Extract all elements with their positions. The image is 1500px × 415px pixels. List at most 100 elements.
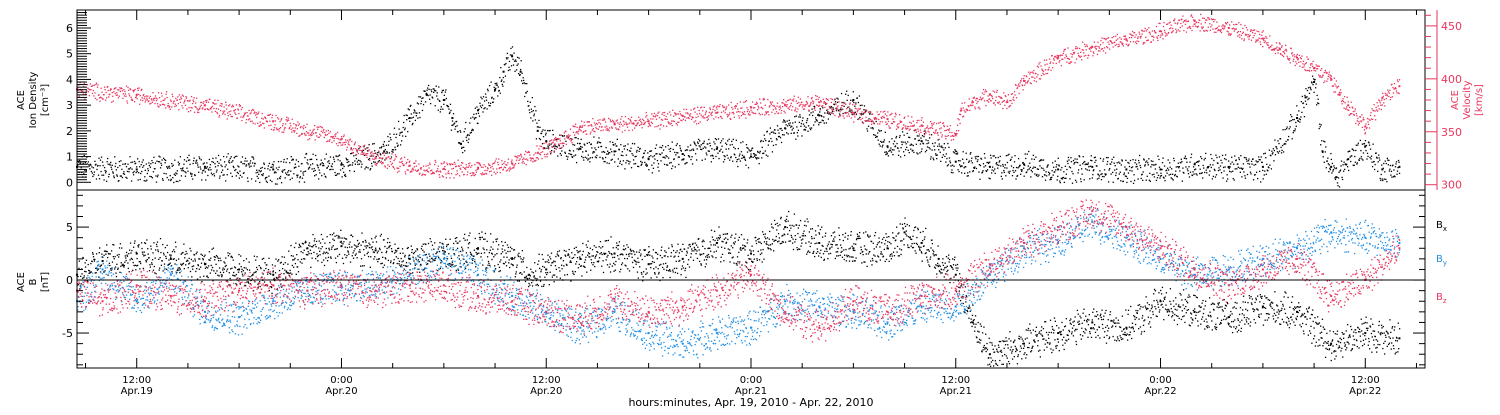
ion-density-point bbox=[1299, 118, 1302, 121]
ion-density-point bbox=[226, 156, 228, 158]
ion-density-point bbox=[926, 142, 928, 145]
ion-density-point bbox=[613, 150, 616, 153]
ion-density-point bbox=[1156, 177, 1159, 179]
ion-density-point bbox=[478, 108, 480, 110]
ion-density-point bbox=[630, 167, 633, 169]
velocity-point bbox=[475, 169, 477, 171]
velocity-point bbox=[720, 116, 722, 118]
velocity-point bbox=[1197, 21, 1200, 24]
velocity-point bbox=[605, 125, 608, 127]
velocity-point bbox=[907, 115, 909, 117]
ion-density-point bbox=[1199, 168, 1201, 170]
velocity-point bbox=[258, 111, 260, 113]
ion-density-point bbox=[1027, 169, 1029, 171]
ion-density-point bbox=[308, 166, 311, 168]
ion-density-point bbox=[645, 164, 647, 166]
velocity-point bbox=[1129, 41, 1132, 43]
velocity-point bbox=[993, 102, 995, 104]
velocity-point bbox=[274, 120, 277, 122]
velocity-point bbox=[641, 127, 643, 129]
ion-density-point bbox=[1125, 159, 1127, 162]
velocity-point bbox=[925, 132, 927, 134]
ion-density-point bbox=[182, 167, 184, 169]
velocity-point bbox=[894, 116, 896, 118]
velocity-point bbox=[540, 152, 542, 154]
velocity-point bbox=[1182, 21, 1185, 23]
ion-density-point bbox=[642, 157, 644, 159]
velocity-point bbox=[715, 111, 718, 114]
ion-density-point bbox=[1313, 91, 1315, 94]
velocity-point bbox=[743, 101, 745, 104]
ion-density-point bbox=[149, 166, 152, 168]
velocity-point bbox=[279, 126, 282, 129]
ion-density-point bbox=[756, 157, 758, 159]
ion-density-point bbox=[747, 167, 750, 169]
velocity-point bbox=[220, 105, 223, 107]
ion-density-point bbox=[194, 174, 196, 177]
ion-density-point bbox=[142, 159, 144, 161]
ion-density-point bbox=[1013, 161, 1016, 163]
ion-density-point bbox=[90, 164, 92, 166]
ion-density-point bbox=[491, 97, 493, 99]
ion-density-point bbox=[1397, 166, 1399, 169]
velocity-point bbox=[364, 148, 366, 150]
velocity-point bbox=[256, 113, 258, 115]
velocity-point bbox=[150, 102, 152, 104]
velocity-point bbox=[1058, 61, 1060, 63]
velocity-point bbox=[1030, 82, 1032, 85]
ion-density-point bbox=[176, 170, 178, 172]
ion-density-point bbox=[542, 129, 544, 131]
velocity-point bbox=[482, 173, 485, 176]
ion-density-point bbox=[246, 160, 248, 162]
velocity-point bbox=[318, 136, 320, 138]
velocity-point bbox=[487, 163, 490, 165]
velocity-point bbox=[1094, 45, 1097, 48]
velocity-point bbox=[237, 109, 240, 111]
ion-density-point bbox=[89, 168, 91, 170]
ion-density-point bbox=[878, 143, 880, 145]
velocity-point bbox=[85, 93, 87, 95]
ion-density-point bbox=[1151, 174, 1154, 176]
velocity-point bbox=[634, 119, 636, 122]
ion-density-point bbox=[1065, 173, 1068, 175]
ion-density-point bbox=[198, 156, 200, 158]
velocity-point bbox=[748, 114, 750, 116]
velocity-point bbox=[767, 111, 770, 113]
ion-density-point bbox=[171, 162, 173, 165]
ion-density-point bbox=[225, 180, 227, 182]
velocity-point bbox=[772, 104, 774, 107]
ion-density-point bbox=[419, 116, 421, 119]
ion-density-point bbox=[1213, 159, 1215, 162]
velocity-point bbox=[884, 113, 886, 115]
velocity-point bbox=[273, 129, 275, 131]
ion-density-point bbox=[516, 56, 519, 59]
ion-density-point bbox=[697, 141, 699, 143]
ion-density-point bbox=[508, 60, 511, 63]
velocity-point bbox=[622, 125, 624, 127]
velocity-point bbox=[195, 106, 197, 109]
ion-density-point bbox=[1237, 166, 1239, 168]
ion-density-point bbox=[464, 128, 466, 130]
ion-density-point bbox=[1389, 168, 1391, 170]
ion-density-point bbox=[879, 130, 881, 132]
velocity-point bbox=[1099, 44, 1102, 46]
ion-density-point bbox=[269, 169, 271, 171]
ion-density-point bbox=[660, 147, 663, 149]
velocity-point bbox=[454, 163, 456, 165]
ion-density-point bbox=[119, 175, 122, 177]
velocity-point bbox=[398, 161, 401, 163]
velocity-point bbox=[256, 116, 258, 119]
ion-density-point bbox=[536, 126, 539, 128]
velocity-point bbox=[153, 97, 156, 99]
ion-density-point bbox=[469, 132, 471, 134]
velocity-point bbox=[1141, 29, 1143, 32]
velocity-point bbox=[539, 145, 541, 147]
velocity-point bbox=[138, 93, 140, 96]
velocity-point bbox=[1142, 43, 1144, 45]
velocity-point bbox=[251, 108, 254, 111]
ion-density-point bbox=[1370, 158, 1372, 160]
ion-density-point bbox=[1015, 178, 1017, 180]
ion-density-point bbox=[1258, 159, 1260, 161]
velocity-point bbox=[483, 164, 485, 166]
velocity-point bbox=[639, 124, 641, 127]
